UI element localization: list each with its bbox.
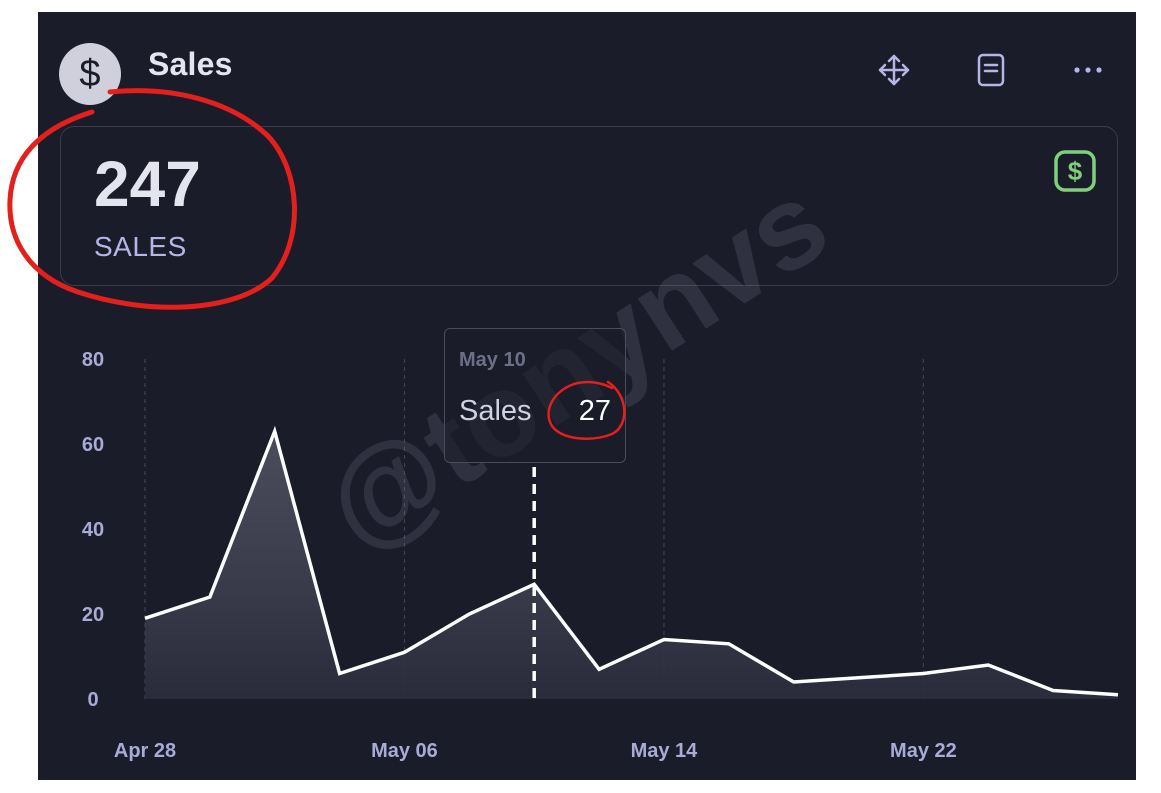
dollar-square-icon: $	[1053, 149, 1097, 193]
tooltip-value: 27	[578, 395, 611, 427]
y-tick-label: 80	[82, 349, 104, 371]
y-tick-label: 0	[87, 689, 98, 711]
y-tick-label: 20	[82, 604, 104, 626]
series-area	[145, 431, 1118, 699]
more-icon[interactable]	[1070, 52, 1106, 88]
x-tick-label: May 14	[631, 740, 699, 762]
card-title: Sales	[148, 46, 233, 82]
x-tick-label: May 22	[890, 740, 957, 762]
tooltip-series-name: Sales	[459, 395, 532, 427]
chart-tooltip: May 10 Sales 27	[444, 328, 626, 463]
y-tick-label: 60	[82, 434, 104, 456]
document-icon[interactable]	[973, 52, 1009, 88]
svg-text:$: $	[1068, 156, 1083, 186]
sales-chart: Apr 28 May 06 May 14 May 22 0 20 40 60 80	[82, 349, 1119, 762]
y-tick-label: 40	[82, 519, 104, 541]
move-icon[interactable]	[876, 52, 912, 88]
x-tick-label: Apr 28	[114, 740, 176, 762]
series-line	[144, 425, 1119, 697]
x-tick-label: May 06	[371, 740, 438, 762]
tooltip-date: May 10	[459, 349, 526, 371]
sales-card: $ Sales 247 SALES $	[38, 12, 1136, 780]
